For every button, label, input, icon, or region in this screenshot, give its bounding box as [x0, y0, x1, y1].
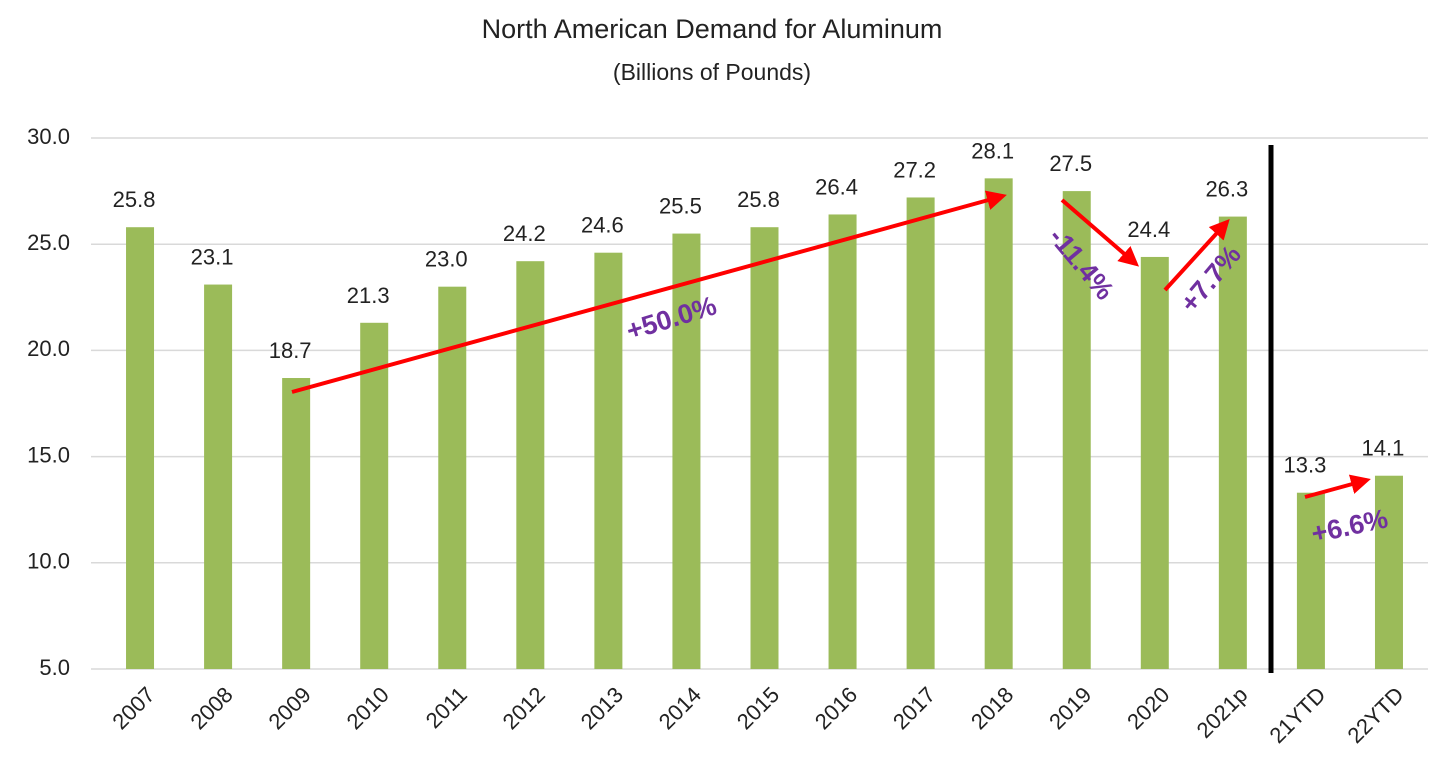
y-tick-label: 30.0 — [27, 124, 70, 149]
bar — [828, 214, 857, 670]
bar — [984, 178, 1013, 669]
bar — [1218, 216, 1247, 669]
x-tick-label: 2007 — [107, 682, 159, 734]
arrow — [1304, 474, 1371, 499]
y-tick-label: 25.0 — [27, 230, 70, 255]
data-label: 23.1 — [191, 245, 234, 270]
data-label: 24.4 — [1127, 217, 1170, 242]
bar — [1140, 256, 1169, 669]
arrows — [291, 190, 1371, 499]
x-tick-label: 2017 — [888, 682, 940, 734]
bar — [594, 252, 623, 670]
data-label: 25.8 — [113, 187, 156, 212]
x-tick-label: 2008 — [185, 682, 237, 734]
x-tick-label: 2009 — [263, 682, 315, 734]
chart-title: North American Demand for Aluminum — [482, 14, 943, 44]
bar — [282, 378, 311, 669]
x-tick-label: 2021p — [1192, 682, 1253, 743]
chart-subtitle: (Billions of Pounds) — [613, 59, 811, 85]
data-label: 26.3 — [1205, 177, 1248, 202]
data-label: 27.2 — [893, 157, 936, 182]
data-label: 24.2 — [503, 221, 546, 246]
bar — [906, 197, 935, 670]
data-label: 23.0 — [425, 247, 468, 272]
x-tick-label: 2018 — [966, 682, 1018, 734]
x-tick-label: 2015 — [732, 682, 784, 734]
x-tick-label: 2010 — [342, 682, 394, 734]
x-tick-label: 2013 — [576, 682, 628, 734]
x-tick-label: 21YTD — [1264, 682, 1330, 748]
x-tick-label: 2012 — [498, 682, 550, 734]
x-tick-label: 2011 — [421, 682, 472, 733]
x-tick-label: 2020 — [1122, 682, 1174, 734]
x-tick-label: 22YTD — [1343, 682, 1409, 748]
data-label: 13.3 — [1283, 453, 1326, 478]
data-label: 18.7 — [269, 338, 312, 363]
y-tick-label: 15.0 — [27, 442, 70, 467]
arrow — [291, 190, 1007, 394]
data-label: 26.4 — [815, 174, 858, 199]
y-tick-label: 20.0 — [27, 336, 70, 361]
bar — [1062, 191, 1091, 669]
bars — [126, 178, 1403, 670]
data-label: 14.1 — [1362, 436, 1405, 461]
arrow — [1060, 198, 1140, 267]
data-label: 21.3 — [347, 283, 390, 308]
arrow — [1163, 219, 1230, 292]
data-label: 28.1 — [971, 138, 1014, 163]
bar — [1296, 492, 1325, 669]
bar — [360, 322, 389, 669]
bar — [126, 227, 155, 669]
grid: 5.0 10.0 15.0 20.0 25.0 30.0 — [27, 124, 1428, 680]
x-tick-label: 2014 — [654, 682, 706, 734]
y-tick-label: 10.0 — [27, 549, 70, 574]
data-label: 25.8 — [737, 187, 780, 212]
bar — [672, 233, 701, 669]
bar — [750, 227, 779, 669]
data-label: 24.6 — [581, 213, 624, 238]
x-tick-label: 2016 — [810, 682, 862, 734]
bar — [1374, 475, 1403, 669]
bar — [204, 284, 233, 669]
x-tick-label: 2019 — [1044, 682, 1096, 734]
data-label: 25.5 — [659, 194, 702, 219]
y-tick-label: 5.0 — [39, 655, 70, 680]
data-label: 27.5 — [1049, 151, 1092, 176]
